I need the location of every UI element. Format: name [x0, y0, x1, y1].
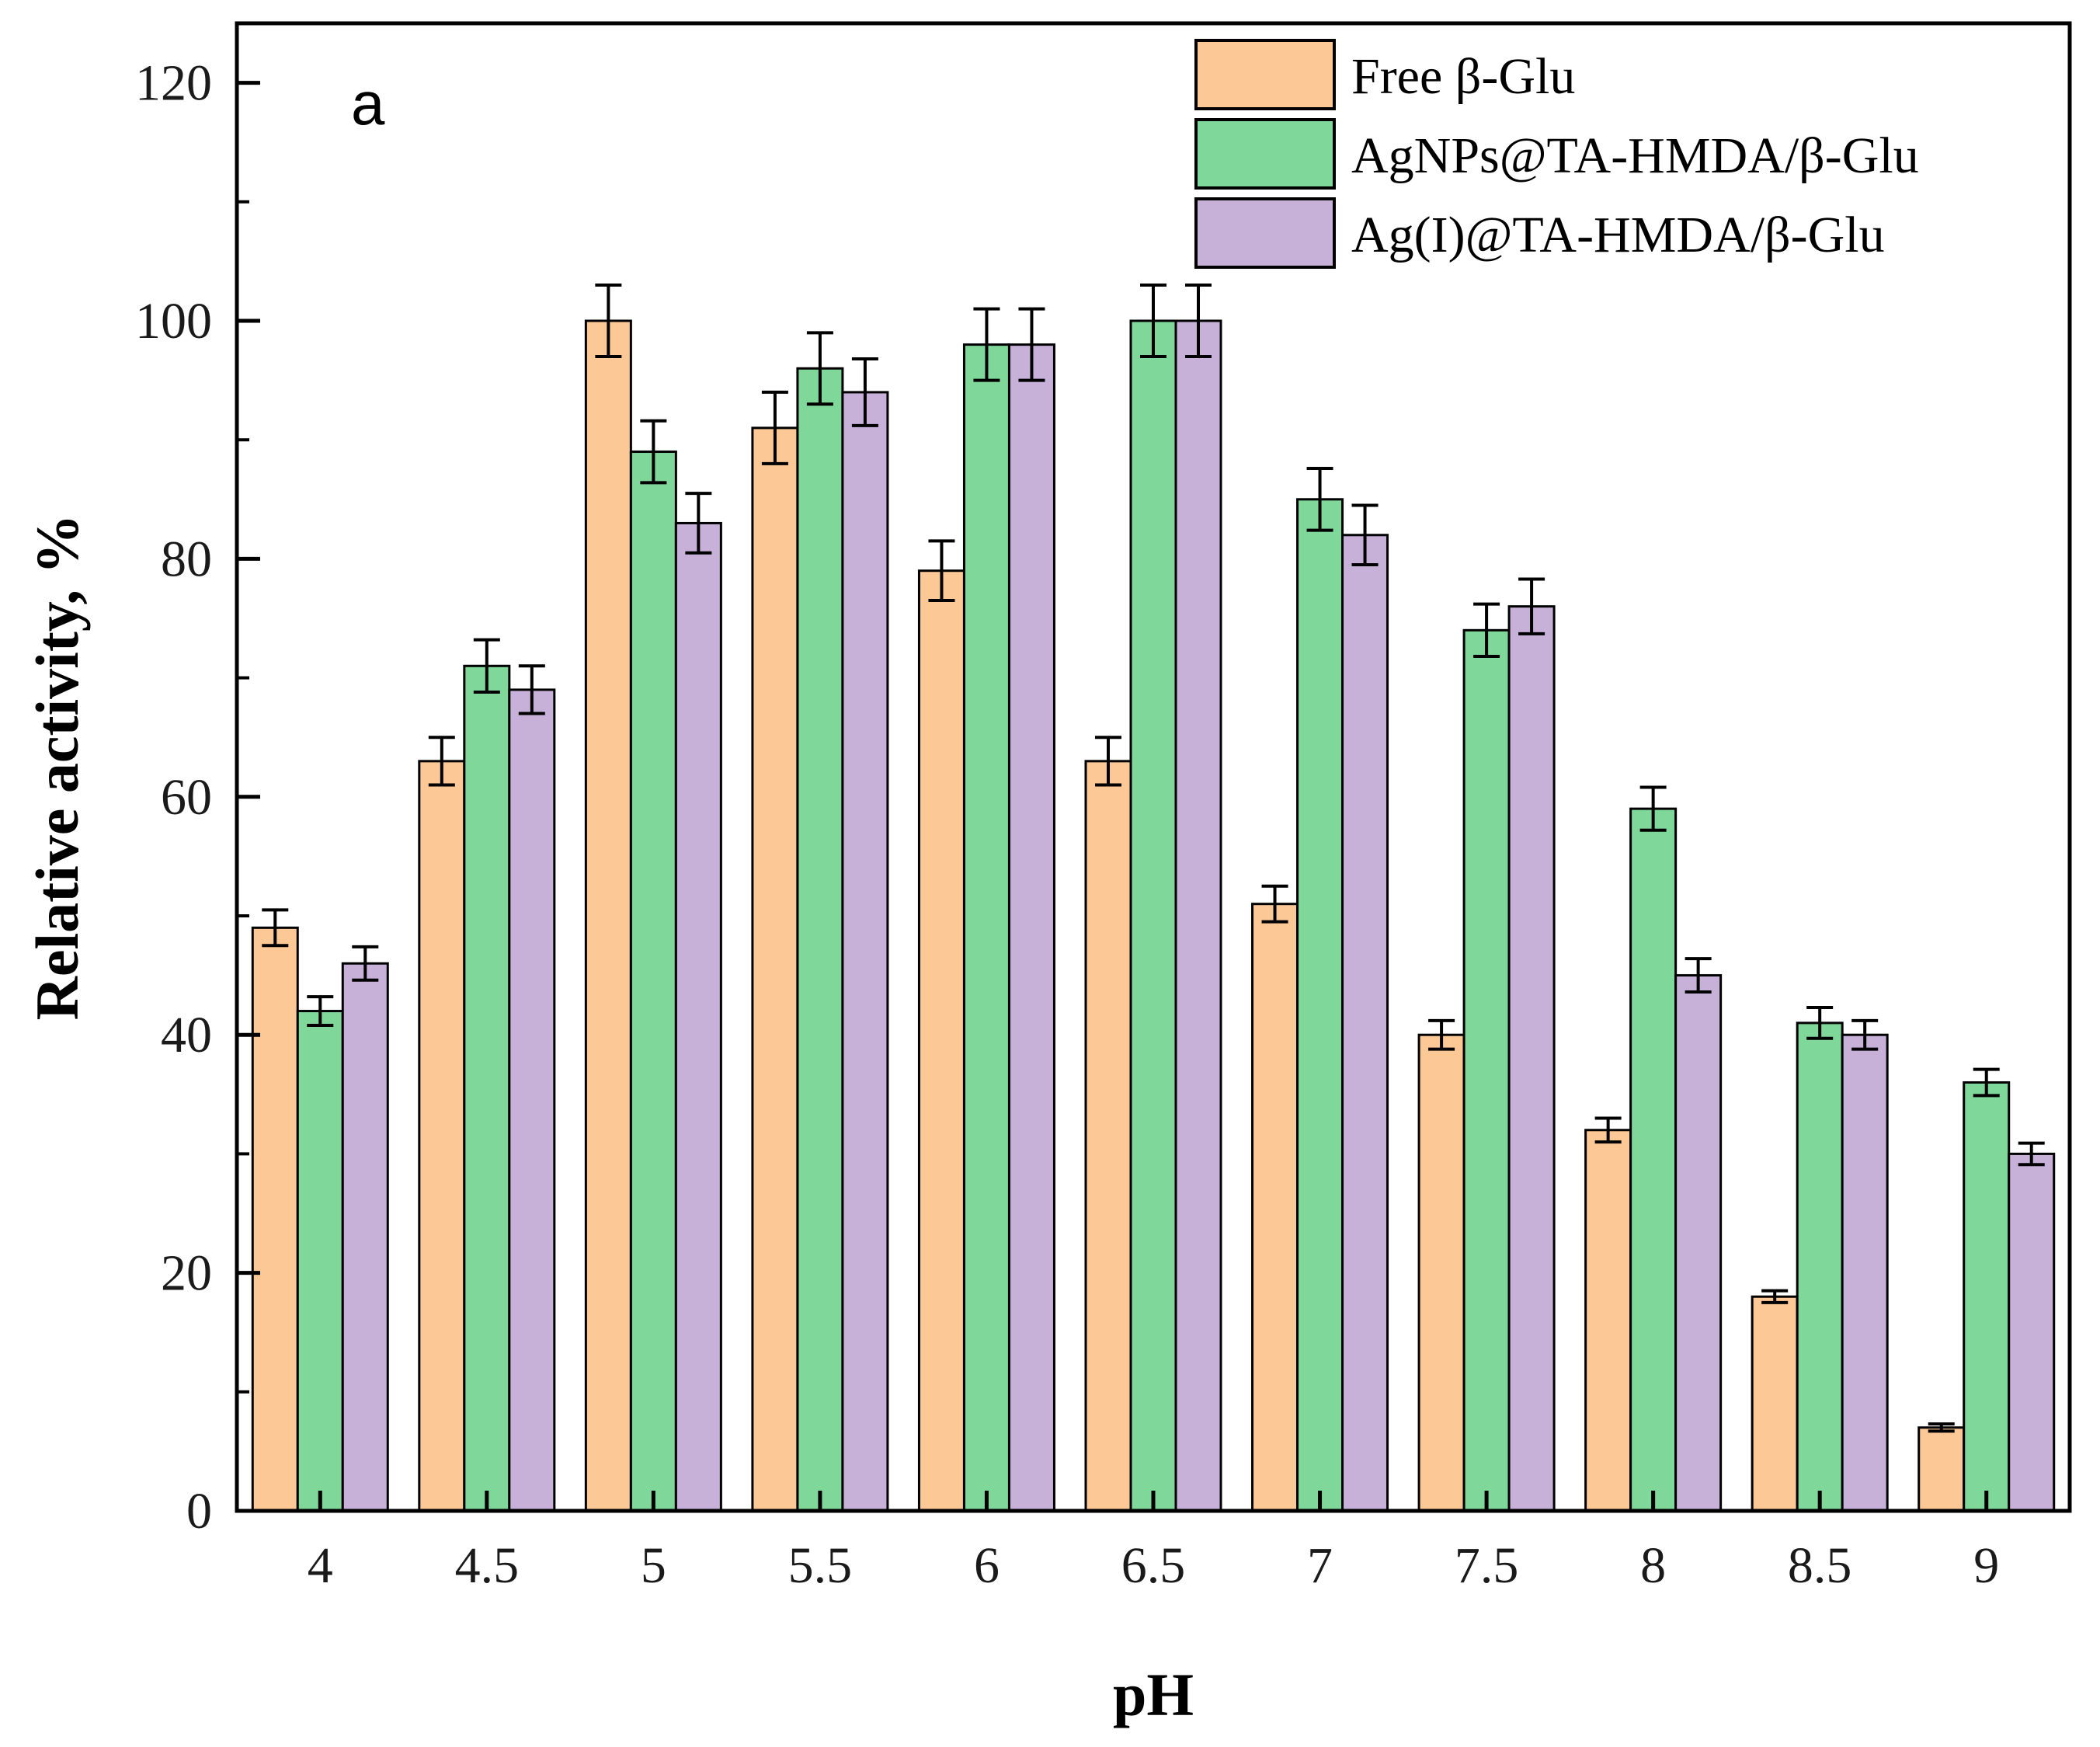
- bar-2-7.5: [1462, 628, 1511, 1512]
- x-tick-label-4: 4: [308, 1537, 333, 1594]
- legend: Free β-Glu AgNPs@TA-HMDA/β-Glu Ag(I)@TA-HM…: [1194, 39, 1919, 269]
- bar-3-6: [1007, 343, 1055, 1512]
- bar-3-4: [341, 962, 389, 1512]
- bar-2-8: [1629, 807, 1678, 1512]
- error-bar-3-6: [1018, 307, 1045, 382]
- bar-3-5: [674, 521, 722, 1512]
- bar-3-6.5: [1174, 319, 1222, 1512]
- y-tick-label-120: 120: [135, 55, 212, 112]
- bar-1-8.5: [1751, 1295, 1799, 1512]
- error-bar-2-6.5: [1140, 284, 1166, 358]
- error-bar-2-9: [1973, 1067, 2000, 1098]
- x-tick-label-5: 5: [641, 1537, 666, 1594]
- error-bar-2-5.5: [806, 331, 833, 406]
- error-bar-1-5.5: [761, 390, 788, 465]
- error-bar-2-8: [1639, 785, 1667, 832]
- y-tick-label-20: 20: [161, 1245, 212, 1302]
- bar-1-6: [917, 569, 965, 1512]
- bar-3-9: [2008, 1152, 2056, 1512]
- bar-2-5.5: [796, 367, 844, 1512]
- error-bar-1-8.5: [1761, 1289, 1789, 1304]
- bar-1-7: [1251, 903, 1299, 1512]
- error-bar-2-4.5: [473, 638, 500, 694]
- bar-3-8.5: [1841, 1033, 1889, 1512]
- x-tick-label-6.5: 6.5: [1121, 1537, 1186, 1594]
- error-bar-2-7: [1306, 466, 1333, 532]
- error-bar-1-9: [1928, 1422, 1955, 1433]
- bar-2-6.5: [1129, 319, 1177, 1512]
- error-bar-2-6: [973, 307, 1000, 382]
- error-bar-3-7.5: [1518, 577, 1545, 635]
- x-tick-label-4.5: 4.5: [455, 1537, 520, 1594]
- bar-3-7: [1341, 534, 1389, 1512]
- error-bar-3-8.5: [1851, 1018, 1879, 1051]
- error-bar-2-7.5: [1473, 602, 1500, 659]
- bar-1-7.5: [1417, 1033, 1465, 1512]
- error-bar-3-9: [2018, 1141, 2045, 1167]
- x-tick-label-7: 7: [1307, 1537, 1333, 1594]
- bar-3-4.5: [508, 688, 556, 1512]
- x-tick-label-8: 8: [1640, 1537, 1666, 1594]
- y-tick-label-60: 60: [161, 769, 212, 826]
- y-tick-label-100: 100: [135, 293, 212, 350]
- x-axis-title: pH: [1113, 1661, 1194, 1728]
- bar-1-8: [1584, 1129, 1632, 1512]
- error-bar-1-4: [262, 908, 289, 948]
- bar-1-4.5: [418, 760, 466, 1512]
- y-tick-label-80: 80: [161, 531, 212, 587]
- x-tick-label-9: 9: [1973, 1537, 1999, 1594]
- x-tick-label-5.5: 5.5: [788, 1537, 853, 1594]
- panel-label: a: [351, 69, 385, 137]
- x-tick-label-6: 6: [974, 1537, 1000, 1594]
- legend-swatch-3: [1194, 197, 1336, 269]
- legend-swatch-2: [1194, 118, 1336, 190]
- bar-1-6.5: [1084, 760, 1132, 1512]
- bar-2-4: [296, 1010, 344, 1512]
- error-bars-layer: [262, 284, 2045, 1433]
- error-bar-3-7: [1351, 503, 1379, 567]
- bar-2-6: [962, 343, 1010, 1512]
- bar-2-4.5: [463, 664, 511, 1512]
- error-bar-1-7: [1261, 884, 1288, 924]
- x-tick-label-7.5: 7.5: [1455, 1537, 1519, 1594]
- error-bar-3-8: [1685, 957, 1712, 994]
- ticks-layer: 4 4.5 5 5.5 6 6.5 7 7.5 8 8.5 9 0 20 40 60 80 100 120: [135, 55, 1999, 1594]
- error-bar-3-4.5: [518, 664, 545, 715]
- legend-label-3: Ag(I)@TA-HMDA/β-Glu: [1351, 207, 1885, 263]
- legend-swatch-1: [1194, 39, 1336, 110]
- bar-1-5.5: [751, 426, 799, 1512]
- y-axis-title: Relative activity, %: [23, 514, 91, 1021]
- error-bar-2-8.5: [1806, 1005, 1834, 1040]
- bar-2-5: [629, 451, 677, 1512]
- y-tick-label-0: 0: [186, 1483, 212, 1540]
- error-bar-1-7.5: [1428, 1018, 1455, 1051]
- error-bar-3-4: [352, 945, 379, 982]
- error-bar-1-4.5: [428, 736, 455, 787]
- error-bar-2-5: [640, 419, 667, 485]
- bar-3-8: [1674, 974, 1723, 1512]
- legend-label-1: Free β-Glu: [1351, 48, 1575, 105]
- x-tick-label-8.5: 8.5: [1788, 1537, 1852, 1594]
- error-bar-3-5.5: [851, 357, 878, 427]
- bar-2-8.5: [1796, 1021, 1844, 1512]
- error-bar-1-5: [595, 284, 622, 358]
- error-bar-2-4: [307, 995, 334, 1027]
- error-bar-1-6: [928, 539, 955, 603]
- bar-1-4: [251, 926, 299, 1512]
- bar-3-7.5: [1507, 605, 1556, 1512]
- bar-3-5.5: [841, 391, 889, 1512]
- error-bar-3-6.5: [1185, 284, 1212, 358]
- bars-layer: [251, 319, 2056, 1512]
- bar-2-9: [1963, 1081, 2011, 1512]
- error-bar-1-8: [1594, 1116, 1622, 1144]
- bar-2-7: [1296, 498, 1344, 1512]
- error-bar-1-6.5: [1095, 736, 1121, 787]
- bar-1-9: [1917, 1426, 1966, 1512]
- error-bar-3-5: [685, 492, 712, 555]
- y-tick-label-40: 40: [161, 1007, 212, 1063]
- bar-1-5: [584, 319, 632, 1512]
- legend-label-2: AgNPs@TA-HMDA/β-Glu: [1351, 127, 1919, 184]
